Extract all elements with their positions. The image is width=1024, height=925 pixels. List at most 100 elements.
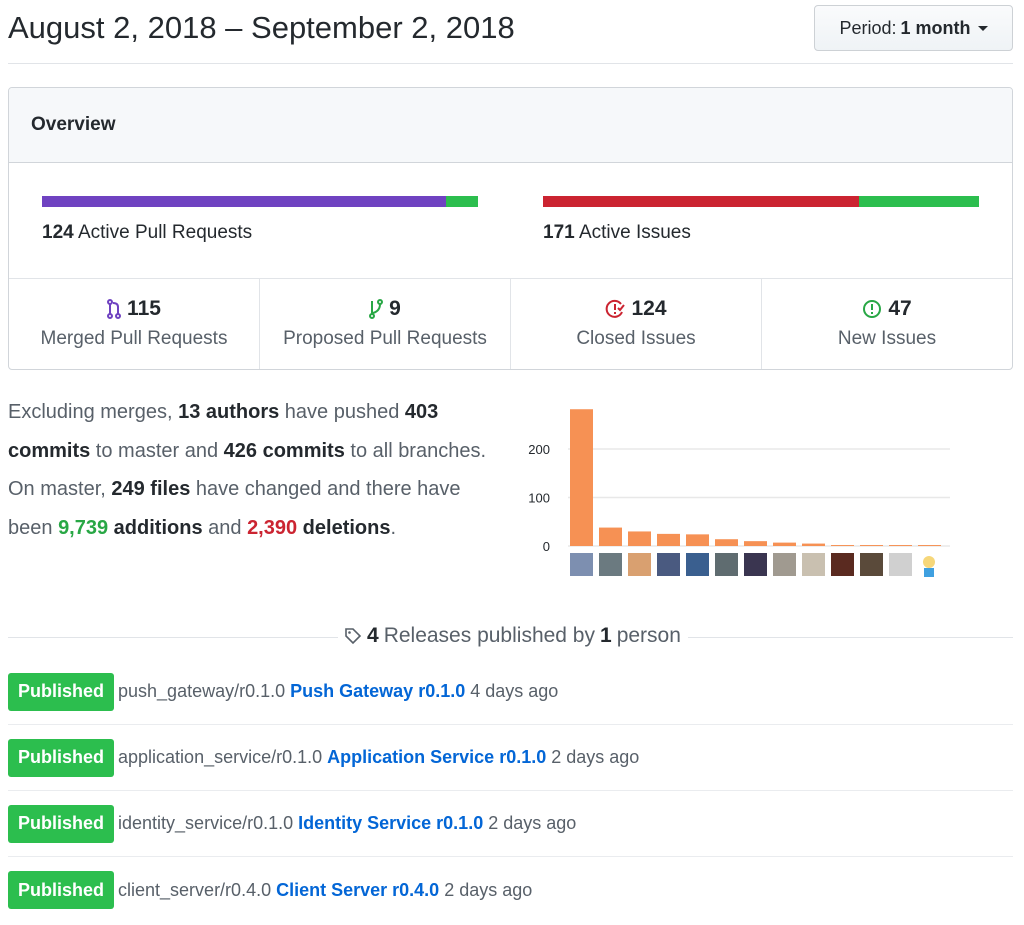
stat-label: New Issues [837, 328, 937, 349]
bar [831, 545, 854, 546]
releases-count: 4 [367, 624, 379, 647]
deletions-count: 2,390 [247, 516, 298, 539]
bar [686, 534, 709, 546]
tag-icon [345, 628, 362, 645]
release-link[interactable]: Application Service r0.1.0 [327, 747, 547, 767]
divider [688, 637, 1013, 638]
period-label: Period: [839, 17, 897, 38]
avatar [773, 553, 796, 576]
avatar [628, 553, 651, 576]
additions-count: 9,739 [58, 516, 109, 539]
release-tag[interactable]: identity_service/r0.1.0 [118, 813, 294, 833]
avatar [923, 556, 935, 568]
bar [889, 545, 912, 546]
bar [773, 542, 796, 546]
stat-count: 115 [127, 297, 161, 320]
stat-proposed-pull-requests[interactable]: 9 Proposed Pull Requests [260, 279, 511, 369]
bar [744, 541, 767, 546]
pull-requests-bar[interactable] [42, 196, 478, 207]
stat-merged-pull-requests[interactable]: 115 Merged Pull Requests [9, 279, 260, 369]
period-dropdown[interactable]: Period: 1 month [814, 5, 1013, 51]
y-tick-label: 0 [543, 539, 550, 554]
release-tag[interactable]: application_service/r0.1.0 [118, 747, 323, 767]
avatar [599, 553, 622, 576]
published-badge: Published [8, 804, 115, 843]
bar [860, 545, 883, 546]
git-merge-icon [107, 299, 122, 319]
new-segment [859, 196, 979, 207]
files-changed: 249 files [111, 478, 191, 501]
commit-summary: Excluding merges, 13 authors have pushed… [8, 401, 487, 539]
release-tag[interactable]: push_gateway/r0.1.0 [118, 681, 286, 701]
avatar [657, 553, 680, 576]
avatar [860, 553, 883, 576]
issues-bar[interactable] [543, 196, 979, 207]
release-time: 2 days ago [488, 813, 577, 833]
active-pr-text: Active Pull Requests [77, 222, 253, 243]
avatar [686, 553, 709, 576]
releases-text: Releases published by [383, 624, 595, 647]
releases-text: person [616, 624, 681, 647]
active-issues-text: Active Issues [578, 222, 691, 243]
period-value: 1 month [900, 17, 971, 38]
merged-segment [42, 196, 447, 207]
release-time: 2 days ago [551, 747, 640, 767]
issue-opened-icon [863, 300, 882, 318]
bar [628, 531, 651, 546]
avatar [831, 553, 854, 576]
release-item: Published push_gateway/r0.1.0 Push Gateway… [8, 659, 1013, 725]
stat-count: 47 [888, 297, 912, 320]
stat-closed-issues[interactable]: 124 Closed Issues [511, 279, 762, 369]
people-count: 1 [600, 624, 612, 647]
overview-title: Overview [9, 88, 1012, 163]
stat-new-issues[interactable]: 47 New Issues [762, 279, 1012, 369]
active-pull-requests-label[interactable]: 124 Active Pull Requests [42, 222, 252, 244]
stat-label: Proposed Pull Requests [283, 328, 487, 349]
bar [802, 543, 825, 546]
page-title: August 2, 2018 – September 2, 2018 [8, 10, 515, 45]
releases-header: 4 Releases published by 1 person [8, 624, 1013, 654]
release-item: Published application_service/r0.1.0 Appli… [8, 725, 1013, 791]
closed-segment [543, 196, 860, 207]
git-pull-request-icon [369, 299, 384, 319]
stat-count: 9 [389, 297, 401, 320]
bar [715, 539, 738, 546]
avatar [889, 553, 912, 576]
stat-label: Merged Pull Requests [40, 328, 228, 349]
release-item: Published identity_service/r0.1.0 Identity… [8, 791, 1013, 857]
issue-closed-icon [606, 299, 626, 318]
stat-label: Closed Issues [576, 328, 696, 349]
bar [570, 409, 593, 546]
active-issues-label[interactable]: 171 Active Issues [543, 222, 691, 244]
release-tag[interactable]: client_server/r0.4.0 [118, 879, 272, 900]
open-segment [446, 196, 478, 207]
stat-count: 124 [631, 297, 667, 320]
contributors-chart: 0 100 200 [528, 409, 950, 577]
commits-all: 426 commits [223, 439, 345, 462]
release-time: 4 days ago [470, 681, 559, 701]
active-pr-count: 124 [42, 222, 74, 243]
y-tick-label: 100 [528, 491, 550, 506]
release-link[interactable]: Identity Service r0.1.0 [298, 813, 484, 833]
release-item: Published client_server/r0.4.0 Client Serv… [8, 857, 1013, 923]
release-link[interactable]: Client Server r0.4.0 [276, 879, 440, 900]
avatar [570, 553, 593, 576]
active-issues-count: 171 [543, 222, 575, 243]
authors-count: 13 authors [178, 401, 280, 423]
avatar [715, 553, 738, 576]
bar [918, 545, 941, 546]
caret-down-icon [977, 25, 988, 31]
y-tick-label: 200 [528, 442, 550, 457]
divider [8, 63, 1013, 64]
published-badge: Published [8, 871, 115, 909]
avatar [802, 553, 825, 576]
avatar [744, 553, 767, 576]
release-link[interactable]: Push Gateway r0.1.0 [290, 681, 466, 701]
bar [657, 533, 680, 546]
commits-master: 403 commits [8, 401, 439, 462]
divider [8, 637, 338, 638]
overview-panel: Overview 124 Active Pull Requests 171 Ac… [8, 87, 1013, 370]
published-badge: Published [8, 738, 115, 777]
release-time: 2 days ago [444, 879, 533, 900]
avatar [924, 568, 934, 577]
